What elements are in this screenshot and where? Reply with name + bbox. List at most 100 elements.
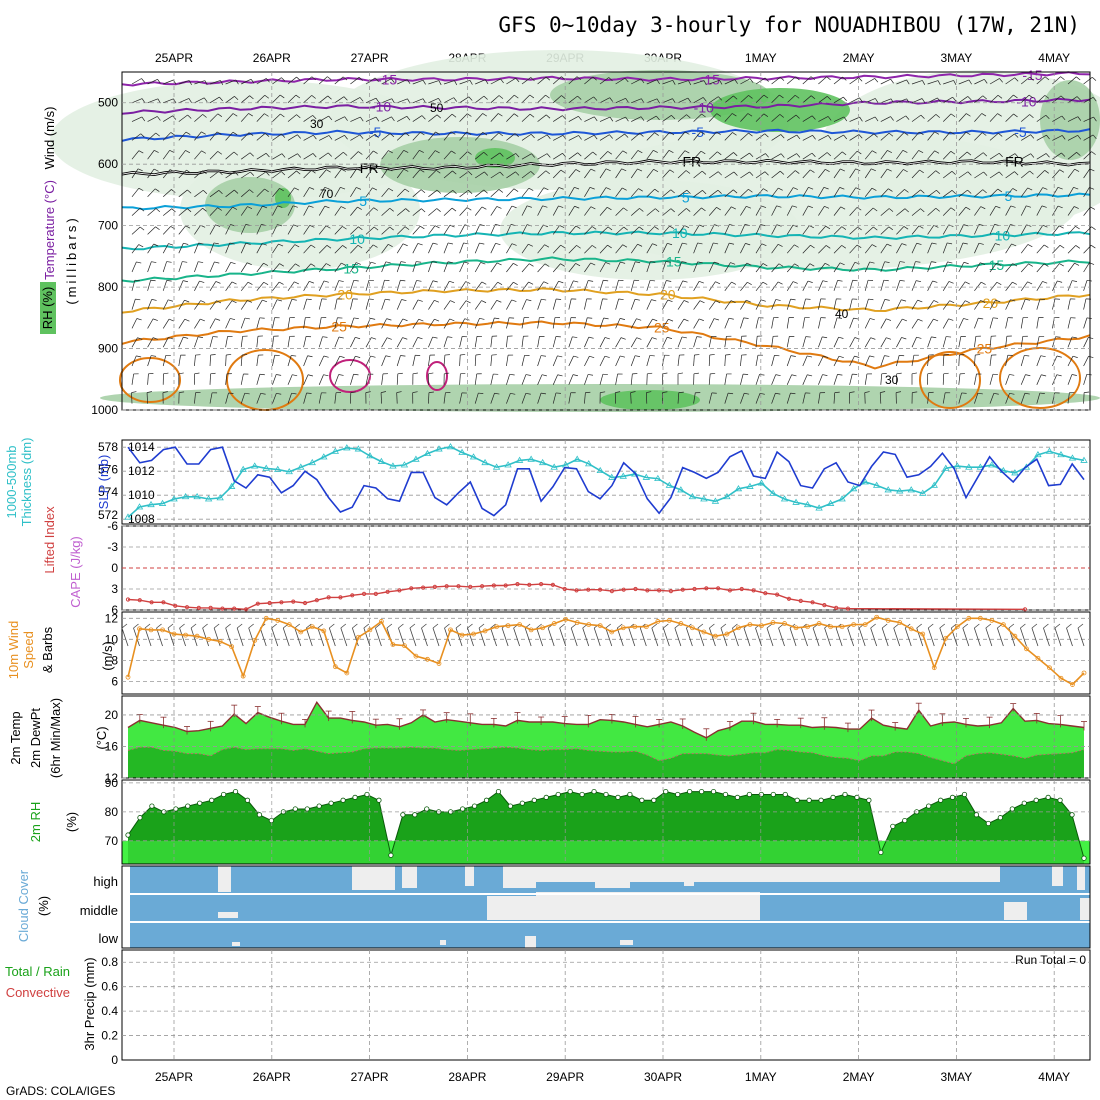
wind-barb xyxy=(240,336,243,348)
wind-barb xyxy=(256,393,262,404)
wind-barb-flag xyxy=(672,98,676,104)
wind-barb-flag xyxy=(603,279,609,282)
wind-barb xyxy=(927,355,930,367)
wind-barb xyxy=(1021,153,1031,160)
wind-barb-flag xyxy=(525,392,531,395)
wind-barb xyxy=(599,116,611,122)
wind-barb xyxy=(615,226,625,235)
wind-barb xyxy=(287,224,294,235)
wind-barb xyxy=(397,98,408,104)
wind-barb xyxy=(599,280,604,291)
wind-barb-flag xyxy=(790,355,796,357)
bottom-x-tick-label: 1MAY xyxy=(745,1070,777,1084)
wind-barb xyxy=(771,299,777,310)
wind-barb-flag xyxy=(609,116,614,122)
wind-barb xyxy=(584,356,590,367)
top-x-tick-label: 1MAY xyxy=(745,51,777,65)
wind-barb xyxy=(974,95,984,104)
wind-barb-flag xyxy=(778,187,783,191)
wind-barb-flag xyxy=(575,169,581,173)
wind-barb-flag xyxy=(1014,77,1019,82)
wind-barb xyxy=(490,373,494,385)
wind-barb xyxy=(443,113,453,122)
wind-barb-flag xyxy=(807,374,813,377)
wind-barb xyxy=(833,96,844,104)
wind-barb-flag xyxy=(231,300,237,304)
wind10m-point xyxy=(240,673,246,679)
wind-barb xyxy=(833,226,843,235)
wind-barb-flag xyxy=(933,300,939,303)
upper-air-y-tick-label: 900 xyxy=(98,342,118,356)
wind-barb-flag xyxy=(219,96,223,102)
wind-barb-flag xyxy=(154,188,160,192)
wind-barb xyxy=(225,96,235,104)
wind-barb-flag xyxy=(1027,244,1033,248)
wind-barb-flag xyxy=(697,261,703,264)
wind-barb xyxy=(740,188,749,198)
wind-barb xyxy=(194,242,199,254)
wind-barb-flag xyxy=(795,76,800,81)
wind-barb-flag xyxy=(499,171,504,176)
wind10m-point xyxy=(977,615,983,621)
wind-barb-flag xyxy=(203,97,208,103)
wind-barb xyxy=(475,79,486,85)
wind-barb xyxy=(1083,298,1087,310)
wind-barb xyxy=(662,150,670,160)
rh2m-point xyxy=(328,800,334,806)
wind-barb-flag xyxy=(795,114,800,119)
wind-barb-flag xyxy=(630,391,636,393)
wind-barb xyxy=(833,280,838,291)
wind-barb-flag xyxy=(247,262,252,266)
wind-barb-flag xyxy=(404,132,410,137)
wind-barb xyxy=(1067,169,1075,179)
wind-barb-flag xyxy=(294,187,300,191)
wind-barb xyxy=(397,115,407,122)
wind-barb xyxy=(521,171,531,179)
wind-barb-flag xyxy=(201,131,206,135)
wind-barb xyxy=(131,207,141,216)
wind10m-barb xyxy=(570,627,578,647)
wind-barb-flag xyxy=(880,391,886,393)
lifted-point xyxy=(220,606,225,611)
wind-barb xyxy=(568,135,579,141)
wind-barb xyxy=(350,97,361,104)
thickness-point xyxy=(746,482,754,489)
wind10m-barb-flag xyxy=(386,623,393,629)
wind-barb xyxy=(474,95,485,104)
wind-barb-flag xyxy=(389,207,394,212)
wind10m-barb xyxy=(766,627,774,647)
wind-barb xyxy=(1005,299,1011,310)
lifted-point xyxy=(668,589,674,594)
wind-barb xyxy=(303,153,314,160)
wind-barb-flag xyxy=(387,168,393,172)
wind-barb-flag xyxy=(699,300,705,304)
wind-barb-flag xyxy=(1009,374,1015,376)
wind-barb xyxy=(771,374,777,385)
wind10m-barb xyxy=(1031,627,1039,647)
wind-barb xyxy=(599,226,609,235)
wind-barb-flag xyxy=(528,243,533,247)
wind-barb-flag xyxy=(311,76,316,81)
wind-barb-flag xyxy=(247,300,252,303)
wind-barb-flag xyxy=(215,318,221,321)
wind-barb-flag xyxy=(943,372,949,375)
wind-barb-flag xyxy=(702,97,707,102)
wind-barb xyxy=(958,373,961,385)
wind-barb-flag xyxy=(235,79,239,85)
wind-barb xyxy=(1052,355,1058,367)
wind-barb-flag xyxy=(903,169,908,173)
wind-barb-flag xyxy=(234,96,239,101)
wind-barb xyxy=(506,243,513,254)
wind-barb xyxy=(599,207,608,216)
wind-barb xyxy=(724,300,732,310)
wind-barb xyxy=(693,170,703,179)
wind-barb-flag xyxy=(280,113,285,118)
wind10m-barb xyxy=(1066,627,1073,647)
wind10m-barb xyxy=(259,627,267,647)
wind-barb xyxy=(864,133,875,141)
wind-barb xyxy=(740,262,748,273)
wind-barb xyxy=(646,243,653,254)
wind-barb xyxy=(802,76,812,85)
wind-barb xyxy=(818,187,825,197)
